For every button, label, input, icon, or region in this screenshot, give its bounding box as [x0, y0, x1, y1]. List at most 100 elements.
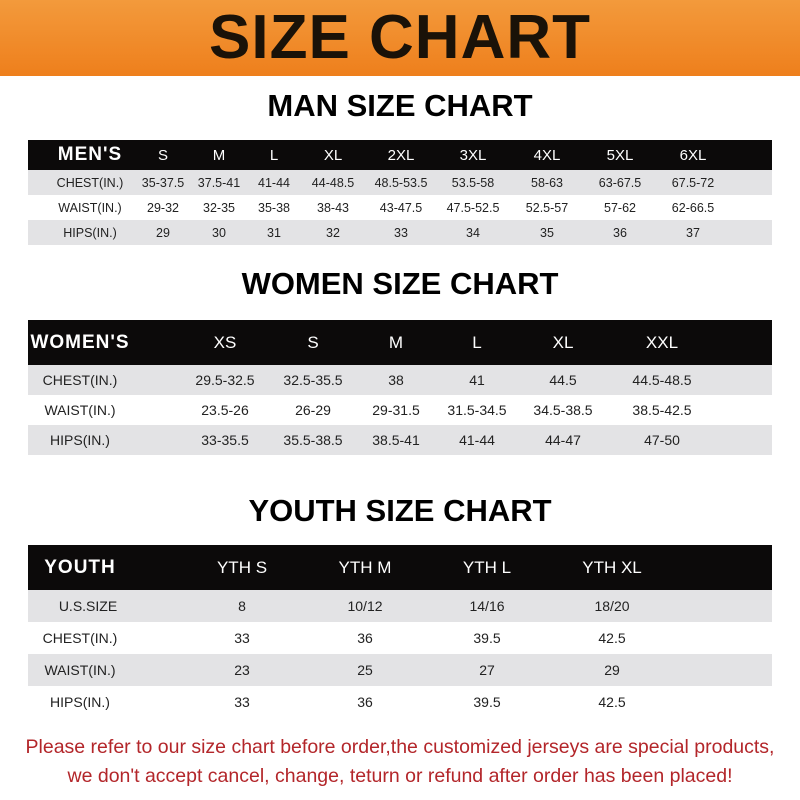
table-cell: 31 [267, 225, 281, 240]
measurement-label: HIPS(IN.) [50, 432, 110, 448]
size-column-header: S [307, 332, 319, 352]
table-cell: 36 [357, 630, 373, 646]
size-column-header: 2XL [387, 146, 415, 164]
measurement-label: WAIST(IN.) [44, 662, 116, 678]
size-column-header: XL [323, 146, 343, 164]
size-column-header: XXL [645, 332, 679, 352]
table-cell: 29.5-32.5 [195, 372, 255, 388]
table-cell: 42.5 [598, 630, 626, 646]
size-column-header: S [157, 146, 169, 164]
size-column-header: L [269, 146, 279, 164]
table-cell: 53.5-58 [451, 175, 495, 190]
table-cell: 29-31.5 [372, 402, 420, 418]
table-cell: 43-47.5 [379, 200, 423, 215]
table-cell: 32.5-35.5 [283, 372, 343, 388]
size-column-header: YTH S [216, 557, 268, 577]
table-row: WAIST(IN.) 29-32 32-35 35-38 38-43 43-47.5 47.… [28, 195, 772, 220]
table-cell: 47-50 [644, 432, 680, 448]
measurement-label: CHEST(IN.) [42, 372, 118, 388]
table-cell: 42.5 [598, 694, 626, 710]
table-row: CHEST(IN.) 29.5-32.5 32.5-35.5 38 41 44.5 44.5… [28, 365, 772, 395]
size-column-header: 5XL [606, 146, 634, 164]
table-row: CHEST(IN.) 33 36 39.5 42.5 [28, 622, 772, 654]
table-cell: 39.5 [473, 694, 501, 710]
women-header-row: WOMEN'S XS S M L XL XXL [28, 320, 772, 365]
table-cell: 35-38 [258, 200, 290, 215]
table-cell: 41-44 [459, 432, 495, 448]
size-column-header: 3XL [459, 146, 487, 164]
size-column-header: YTH M [338, 557, 392, 577]
table-cell: 35.5-38.5 [283, 432, 343, 448]
banner: SIZE CHART [0, 0, 800, 76]
table-cell: 31.5-34.5 [447, 402, 507, 418]
women-title: WOMEN SIZE CHART [241, 266, 559, 301]
measurement-label: U.S.SIZE [58, 598, 118, 614]
table-cell: 44.5 [549, 372, 577, 388]
table-cell: 30 [212, 225, 226, 240]
table-cell: 52.5-57 [525, 200, 569, 215]
table-cell: 48.5-53.5 [374, 175, 428, 190]
disclaimer-line-2: we don't accept cancel, change, teturn o… [67, 765, 733, 787]
table-row: WAIST(IN.) 23.5-26 26-29 29-31.5 31.5-34.5 34… [28, 395, 772, 425]
table-row: U.S.SIZE 8 10/12 14/16 18/20 [28, 590, 772, 622]
size-column-header: YTH L [462, 557, 512, 577]
men-header-row: MEN'S S M L XL 2XL 3XL 4XL 5XL 6XL [28, 140, 772, 170]
table-cell: 29 [156, 225, 170, 240]
measurement-label: HIPS(IN.) [63, 225, 117, 240]
table-group-label: YOUTH [44, 556, 116, 578]
measurement-label: CHEST(IN.) [56, 175, 124, 190]
size-column-header: 6XL [679, 146, 707, 164]
table-cell: 33 [234, 630, 250, 646]
table-cell: 38 [388, 372, 404, 388]
table-cell: 39.5 [473, 630, 501, 646]
table-row: HIPS(IN.) 33-35.5 35.5-38.5 38.5-41 41-44 44-… [28, 425, 772, 455]
table-cell: 62-66.5 [671, 200, 715, 215]
table-cell: 32 [326, 225, 340, 240]
table-cell: 38-43 [317, 200, 349, 215]
table-cell: 35 [540, 225, 554, 240]
table-cell: 57-62 [604, 200, 636, 215]
size-column-header: L [472, 332, 482, 352]
table-cell: 23 [234, 662, 250, 678]
table-cell: 33 [234, 694, 250, 710]
table-cell: 47.5-52.5 [446, 200, 500, 215]
table-cell: 14/16 [469, 598, 505, 614]
disclaimer: Please refer to our size chart before or… [0, 733, 800, 791]
table-group-label: WOMEN'S [30, 331, 130, 353]
table-cell: 35-37.5 [141, 175, 185, 190]
table-cell: 8 [238, 598, 246, 614]
table-cell: 33 [394, 225, 408, 240]
size-column-header: XS [213, 332, 237, 352]
table-cell: 18/20 [594, 598, 630, 614]
table-cell: 38.5-41 [372, 432, 420, 448]
table-cell: 26-29 [295, 402, 331, 418]
disclaimer-line-1: Please refer to our size chart before or… [25, 736, 775, 758]
table-row: HIPS(IN.) 29 30 31 32 33 34 35 36 37 [28, 220, 772, 245]
table-cell: 44.5-48.5 [632, 372, 692, 388]
youth-header-row: YOUTH YTH S YTH M YTH L YTH XL [28, 545, 772, 590]
measurement-label: WAIST(IN.) [44, 402, 116, 418]
table-cell: 58-63 [531, 175, 563, 190]
measurement-label: CHEST(IN.) [42, 630, 118, 646]
table-cell: 10/12 [347, 598, 383, 614]
table-row: CHEST(IN.) 35-37.5 37.5-41 41-44 44-48.5 48.5… [28, 170, 772, 195]
banner-title: SIZE CHART [209, 3, 591, 72]
table-cell: 29-32 [147, 200, 179, 215]
table-cell: 67.5-72 [671, 175, 715, 190]
table-cell: 32-35 [203, 200, 235, 215]
table-cell: 34 [466, 225, 480, 240]
table-cell: 27 [479, 662, 495, 678]
men-title: MAN SIZE CHART [267, 88, 533, 123]
table-cell: 25 [357, 662, 373, 678]
table-cell: 41 [469, 372, 485, 388]
table-cell: 33-35.5 [201, 432, 249, 448]
table-cell: 34.5-38.5 [533, 402, 593, 418]
table-cell: 38.5-42.5 [632, 402, 692, 418]
table-cell: 23.5-26 [201, 402, 249, 418]
table-group-label: MEN'S [57, 144, 123, 165]
measurement-label: HIPS(IN.) [50, 694, 110, 710]
table-cell: 37.5-41 [197, 175, 241, 190]
size-column-header: M [388, 332, 404, 352]
table-cell: 37 [686, 225, 700, 240]
youth-title: YOUTH SIZE CHART [248, 493, 552, 528]
